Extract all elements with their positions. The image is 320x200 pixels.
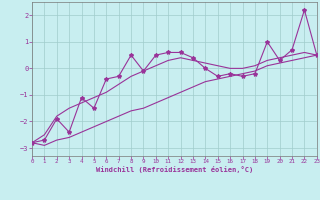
X-axis label: Windchill (Refroidissement éolien,°C): Windchill (Refroidissement éolien,°C)	[96, 166, 253, 173]
